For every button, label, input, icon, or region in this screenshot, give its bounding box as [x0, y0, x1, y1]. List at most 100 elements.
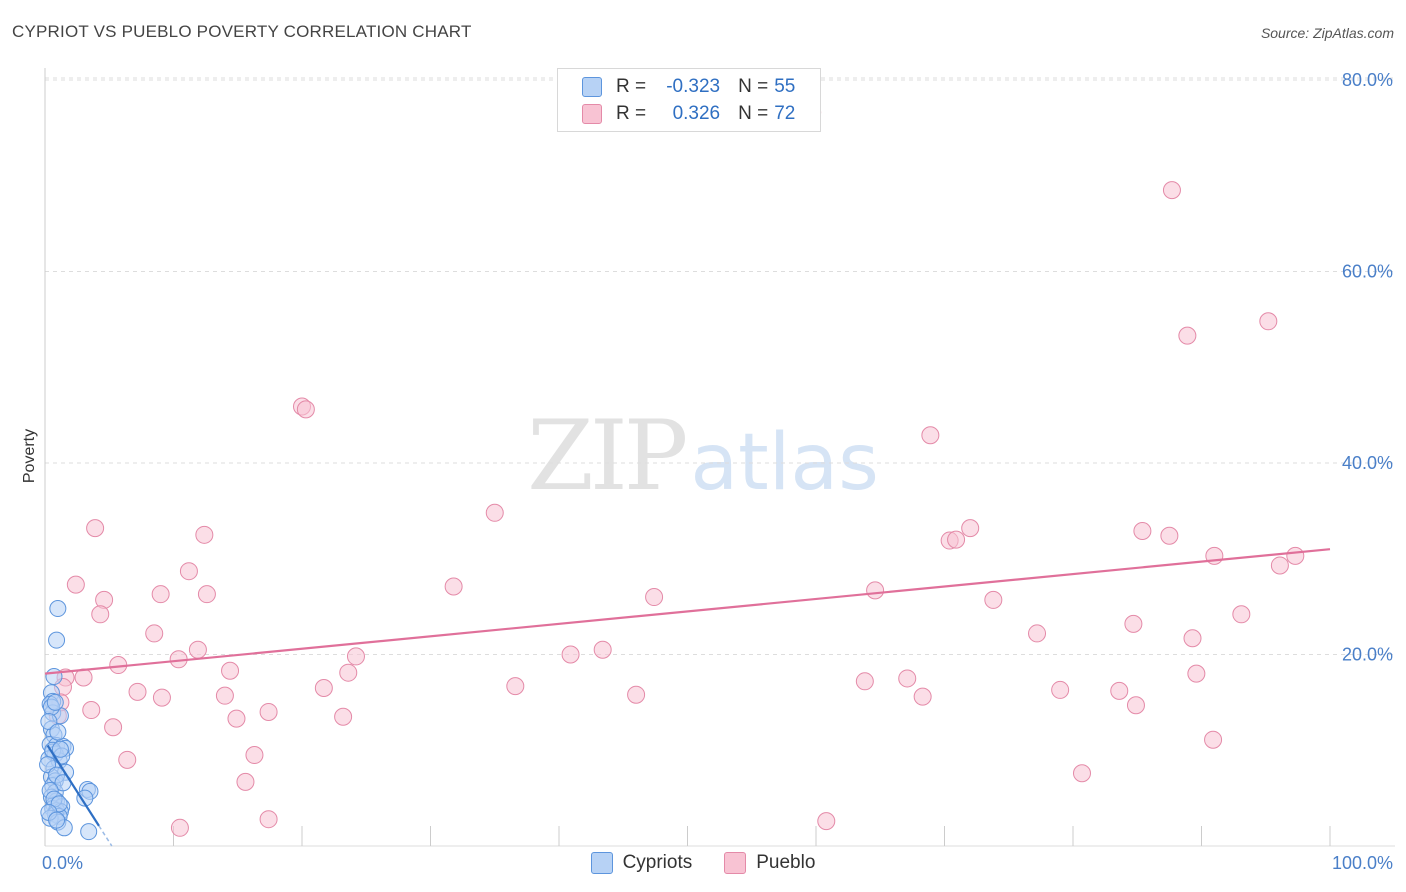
pueblo-trend-line — [44, 548, 1331, 675]
pueblo-point — [188, 640, 207, 659]
pueblo-point — [866, 581, 885, 600]
pueblo-point — [855, 672, 874, 691]
legend-r-label: R = — [616, 76, 647, 97]
pueblo-point — [314, 679, 333, 698]
pueblo-swatch — [724, 852, 747, 874]
source-label: Source: ZipAtlas.com — [1260, 25, 1394, 41]
cypriot-point — [51, 740, 69, 758]
pueblo-point — [221, 661, 240, 680]
legend-r-value: 0.326 — [672, 103, 721, 124]
pueblo-point — [1286, 546, 1305, 565]
legend-item-cypriots: Cypriots — [590, 852, 693, 874]
legend-r-label: R = — [616, 103, 647, 124]
legend-r-value: -0.323 — [666, 76, 721, 97]
pueblo-point — [1259, 312, 1278, 331]
pueblo-point — [1270, 556, 1289, 575]
pueblo-point — [66, 575, 85, 594]
cypriot-point — [49, 600, 67, 618]
y-tick-label: 20.0% — [1342, 645, 1393, 665]
pueblo-point — [346, 647, 365, 666]
pueblo-point — [1124, 614, 1143, 633]
grid-lines — [45, 77, 1395, 655]
pueblo-point — [179, 562, 198, 581]
pueblo-point — [259, 702, 278, 721]
y-axis-label: Poverty — [21, 429, 38, 483]
trend-lines — [44, 548, 1331, 847]
pueblo-point — [921, 426, 940, 445]
pueblo-point — [151, 585, 170, 604]
pueblo-point — [152, 688, 171, 707]
pueblo-point — [444, 577, 463, 596]
x-tick-label: 100.0% — [1332, 853, 1393, 873]
pueblo-point — [82, 701, 101, 720]
pueblo-point — [227, 709, 246, 728]
pueblo-point — [593, 640, 612, 659]
legend-row-cypriots: R = -0.323 N = 55 — [582, 74, 795, 100]
pueblo-point — [898, 669, 917, 688]
pueblo-point — [1072, 764, 1091, 783]
pueblo-point — [296, 400, 315, 419]
pueblo-point — [961, 519, 980, 538]
pueblo-point — [236, 772, 255, 791]
cypriot-point — [48, 631, 66, 649]
cypriot-point — [76, 789, 94, 807]
cypriot-point — [48, 811, 66, 829]
correlation-legend: R = -0.323 N = 55 R = 0.326 N = 72 — [557, 68, 821, 132]
pueblo-point — [1160, 526, 1179, 545]
legend-n-value: 72 — [774, 103, 796, 124]
legend-item-pueblo: Pueblo — [724, 852, 815, 874]
chart-title: CYPRIOT VS PUEBLO POVERTY CORRELATION CH… — [12, 22, 472, 41]
tick-labels: 20.0% 40.0% 60.0% 80.0% 0.0% 100.0% — [42, 70, 1393, 873]
pueblo-point — [561, 645, 580, 664]
pueblo-point — [1204, 730, 1223, 749]
pueblo-point — [817, 812, 836, 831]
pueblo-point — [1183, 629, 1202, 648]
pueblo-point — [1162, 181, 1181, 200]
pueblo-point — [1126, 696, 1145, 715]
x-tick-label: 0.0% — [42, 853, 83, 873]
pueblo-point — [947, 530, 966, 549]
cypriot-trend-extension — [98, 825, 113, 847]
pueblo-point — [259, 810, 278, 829]
legend-row-pueblo: R = 0.326 N = 72 — [582, 101, 795, 127]
pueblo-point — [86, 519, 105, 538]
pueblo-point — [1110, 681, 1129, 700]
y-tick-label: 80.0% — [1342, 70, 1393, 90]
pueblo-point — [145, 624, 164, 643]
legend-n-label: N = — [738, 76, 769, 97]
pueblo-point — [1187, 664, 1206, 683]
cypriot-trend-line — [46, 744, 100, 827]
legend-pueblo-label: Pueblo — [756, 852, 816, 873]
pueblo-point — [91, 605, 110, 624]
pueblo-point — [339, 663, 358, 682]
axes — [44, 68, 1395, 847]
pueblo-point — [1133, 521, 1152, 540]
pueblo-point — [1232, 605, 1251, 624]
pueblo-point — [627, 685, 646, 704]
cypriot-swatch — [590, 852, 613, 874]
cypriot-swatch — [582, 77, 602, 97]
pueblo-point — [215, 686, 234, 705]
legend-cypriots-label: Cypriots — [622, 852, 693, 873]
pueblo-point — [197, 585, 216, 604]
y-tick-label: 60.0% — [1342, 262, 1393, 282]
cypriot-point — [49, 723, 67, 741]
pueblo-point — [245, 746, 264, 765]
pueblo-point — [645, 588, 664, 607]
pueblo-point — [506, 677, 525, 696]
pueblo-point — [170, 818, 189, 837]
pueblo-point — [104, 718, 123, 737]
legend-n-label: N = — [738, 103, 769, 124]
series-legend: Cypriots Pueblo — [0, 852, 1406, 874]
pueblo-point — [128, 682, 147, 701]
pueblo-point — [334, 707, 353, 726]
pueblo-point — [1051, 680, 1070, 699]
cypriot-point — [46, 693, 64, 711]
pueblo-point — [1028, 624, 1047, 643]
cypriot-point — [45, 668, 63, 686]
pueblo-point — [485, 503, 504, 522]
pueblo-points — [48, 103, 1305, 837]
pueblo-point — [1178, 326, 1197, 345]
cypriot-points — [39, 600, 99, 841]
